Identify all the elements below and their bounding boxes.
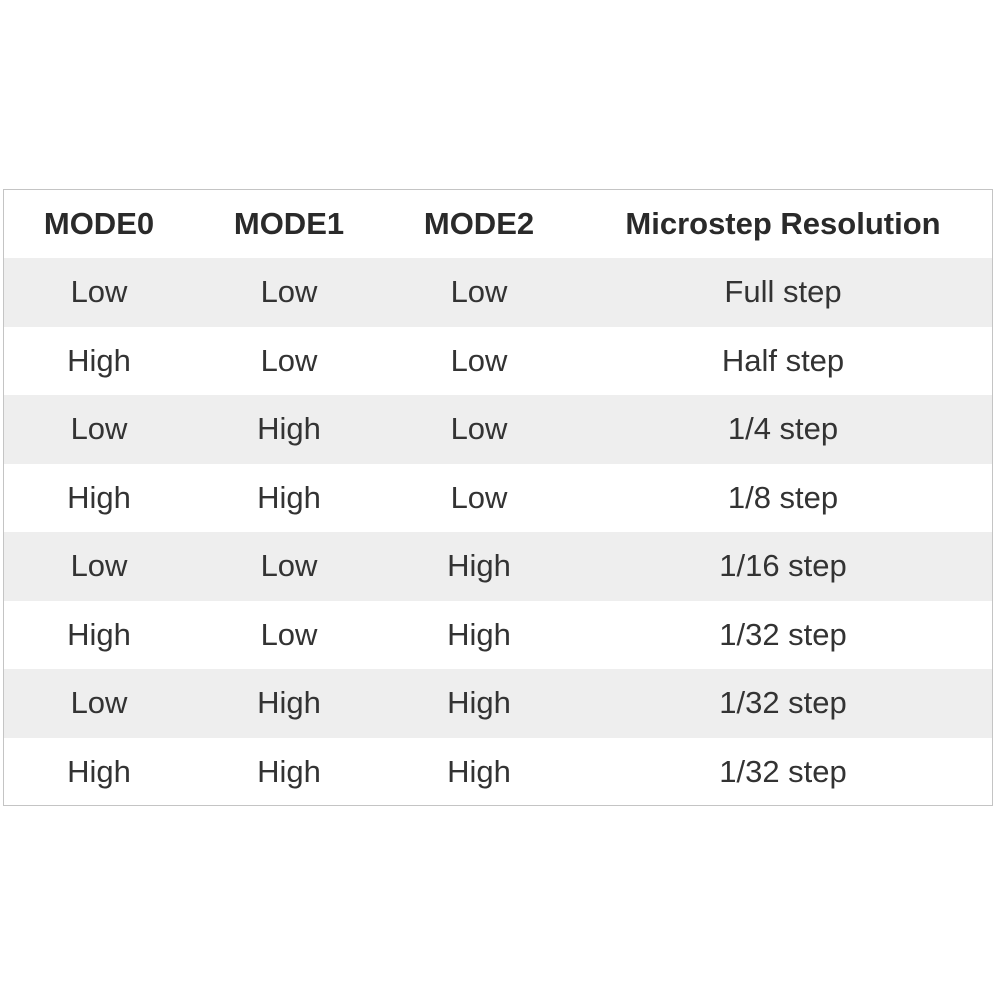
mode2-cell: Low: [384, 463, 574, 532]
mode1-cell: Low: [194, 258, 384, 327]
resolution-cell: 1/32 step: [574, 600, 992, 669]
resolution-cell: Half step: [574, 326, 992, 395]
table-header: MODE0 MODE1 MODE2 Microstep Resolution: [4, 190, 992, 258]
mode0-cell: Low: [4, 669, 194, 738]
mode2-cell: Low: [384, 395, 574, 464]
header-row: MODE0 MODE1 MODE2 Microstep Resolution: [4, 190, 992, 258]
resolution-cell: 1/4 step: [574, 395, 992, 464]
mode2-cell: High: [384, 669, 574, 738]
mode1-cell: Low: [194, 600, 384, 669]
mode2-cell: Low: [384, 258, 574, 327]
mode1-cell: High: [194, 395, 384, 464]
table-row: Low Low High 1/16 step: [4, 532, 992, 601]
table-row: Low High High 1/32 step: [4, 669, 992, 738]
mode0-cell: Low: [4, 395, 194, 464]
mode0-cell: High: [4, 326, 194, 395]
table-row: Low Low Low Full step: [4, 258, 992, 327]
mode0-cell: High: [4, 737, 194, 805]
resolution-cell: Full step: [574, 258, 992, 327]
table-row: High Low High 1/32 step: [4, 600, 992, 669]
mode1-cell: High: [194, 463, 384, 532]
resolution-cell: 1/32 step: [574, 737, 992, 805]
mode1-cell: High: [194, 737, 384, 805]
header-mode1: MODE1: [233, 206, 345, 241]
table-row: High High High 1/32 step: [4, 737, 992, 805]
microstep-resolution-table: MODE0 MODE1 MODE2 Microstep Resolution L…: [4, 190, 992, 805]
resolution-cell: 1/16 step: [574, 532, 992, 601]
header-mode2: MODE2: [423, 206, 535, 241]
mode1-cell: Low: [194, 532, 384, 601]
header-microstep-resolution: Microstep Resolution: [625, 206, 941, 241]
mode2-cell: Low: [384, 326, 574, 395]
mode2-cell: High: [384, 600, 574, 669]
mode0-cell: High: [4, 600, 194, 669]
mode0-cell: High: [4, 463, 194, 532]
mode0-cell: Low: [4, 532, 194, 601]
table-row: High High Low 1/8 step: [4, 463, 992, 532]
table-row: Low High Low 1/4 step: [4, 395, 992, 464]
resolution-cell: 1/32 step: [574, 669, 992, 738]
table-body: Low Low Low Full step High Low Low Half step Low…: [4, 258, 992, 805]
table-row: High Low Low Half step: [4, 326, 992, 395]
mode2-cell: High: [384, 532, 574, 601]
mode0-cell: Low: [4, 258, 194, 327]
mode1-cell: Low: [194, 326, 384, 395]
header-mode0: MODE0: [43, 206, 155, 241]
mode2-cell: High: [384, 737, 574, 805]
mode1-cell: High: [194, 669, 384, 738]
resolution-cell: 1/8 step: [574, 463, 992, 532]
microstep-table-frame: MODE0 MODE1 MODE2 Microstep Resolution L…: [3, 189, 993, 806]
